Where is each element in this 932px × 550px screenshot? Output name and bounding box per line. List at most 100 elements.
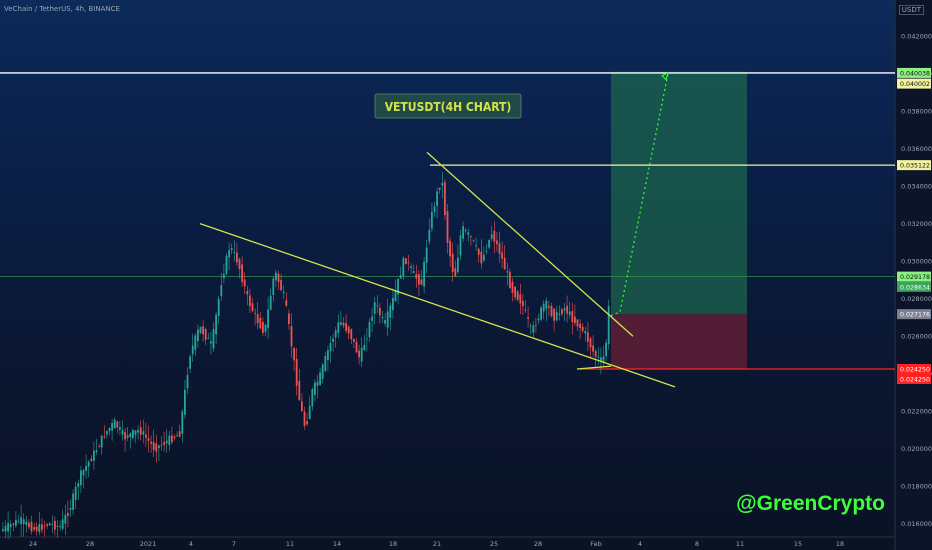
candle-body [353, 338, 355, 342]
title-box [374, 93, 522, 119]
candle-body [93, 450, 95, 461]
candle-body [605, 342, 607, 357]
candle-body [139, 427, 142, 435]
candle-body [561, 309, 563, 315]
trendline-0 [199, 223, 676, 388]
candle-body [295, 358, 298, 386]
candle-body [256, 314, 259, 324]
candle-body [82, 470, 85, 476]
x-tick-label: 14 [333, 540, 341, 548]
candle-body [334, 330, 337, 338]
candle-body [126, 435, 129, 438]
price-label-bg [897, 364, 931, 375]
candle-body [178, 431, 181, 437]
candle-body [496, 240, 498, 245]
candle-body [485, 250, 488, 252]
candle-body [43, 525, 46, 527]
candle-body [475, 245, 477, 247]
candle-body [230, 248, 233, 251]
candle-body [17, 521, 20, 522]
candle-body [51, 524, 54, 525]
candle-body [428, 229, 431, 242]
candle-body [574, 316, 576, 324]
candle-body [277, 273, 280, 283]
candle-body [592, 345, 594, 352]
candle-body [449, 240, 451, 257]
watermark-text: @GreenCrypto [736, 492, 885, 515]
candle-body [106, 431, 108, 435]
x-tick-label: 28 [534, 540, 542, 548]
candle-body [64, 514, 67, 524]
y-tick-label: 0.022000 [901, 408, 932, 416]
candle-body [48, 523, 51, 526]
price-label: 0.035122 [900, 163, 930, 170]
candle-body [103, 436, 106, 438]
x-tick-label: 18 [389, 540, 397, 548]
candle-body [519, 294, 522, 304]
candle-body [472, 240, 475, 242]
candle-body [535, 325, 537, 326]
x-tick-label: 8 [695, 540, 699, 548]
candle-body [381, 316, 384, 318]
candle-body [488, 239, 490, 248]
candle-body [246, 290, 249, 295]
candle-body [54, 520, 56, 530]
candle-body [72, 493, 74, 510]
price-label: 0.029178 [900, 274, 930, 281]
candle-body [410, 266, 412, 268]
candle-body [360, 347, 363, 362]
x-tick-label: 15 [794, 540, 802, 548]
candle-body [33, 527, 35, 530]
price-label: 0.028634 [900, 284, 930, 291]
y-tick-label: 0.032000 [901, 220, 932, 228]
candle-body [163, 442, 165, 445]
x-tick-label: 4 [638, 540, 642, 548]
candle-body [384, 319, 386, 324]
candle-body [113, 419, 116, 429]
candle-body [368, 322, 371, 338]
candle-body [189, 356, 191, 369]
candle-body [238, 259, 241, 270]
candle-body [399, 275, 402, 279]
candle-body [267, 309, 269, 329]
candle-body [191, 345, 194, 355]
candle-body [306, 421, 308, 425]
candle-body [555, 311, 558, 321]
candle-body [165, 440, 168, 444]
y-tick-label: 0.018000 [901, 483, 932, 491]
candle-body [431, 211, 433, 229]
price-label-bg [897, 271, 931, 282]
candle-body [324, 356, 327, 371]
candle-body [498, 243, 501, 254]
candle-body [269, 295, 272, 310]
y-tick-label: 0.020000 [901, 445, 932, 453]
candle-body [584, 330, 587, 334]
x-tick-label: 4 [189, 540, 193, 548]
y-tick-label: 0.042000 [901, 33, 932, 41]
candle-body [464, 229, 467, 232]
candle-body [566, 305, 568, 314]
candle-body [202, 326, 204, 335]
candle-body [142, 431, 145, 435]
candle-body [423, 261, 425, 287]
candle-body [275, 272, 277, 281]
price-label: 0.024250 [900, 377, 930, 384]
candle-body [444, 182, 446, 216]
candle-body [441, 182, 444, 186]
candle-body [56, 525, 59, 527]
candle-body [173, 436, 176, 439]
candle-body [490, 234, 493, 239]
candle-body [9, 524, 12, 528]
candle-body [210, 341, 212, 344]
candle-body [150, 441, 152, 444]
x-tick-label: 11 [286, 540, 294, 548]
y-tick-label: 0.016000 [901, 520, 932, 528]
candle-body [477, 248, 480, 255]
candle-body [371, 316, 373, 321]
candle-body [293, 347, 295, 361]
candle-body [503, 257, 506, 270]
price-label-bg [897, 160, 931, 171]
candle-body [241, 264, 243, 282]
candle-body [129, 433, 132, 438]
